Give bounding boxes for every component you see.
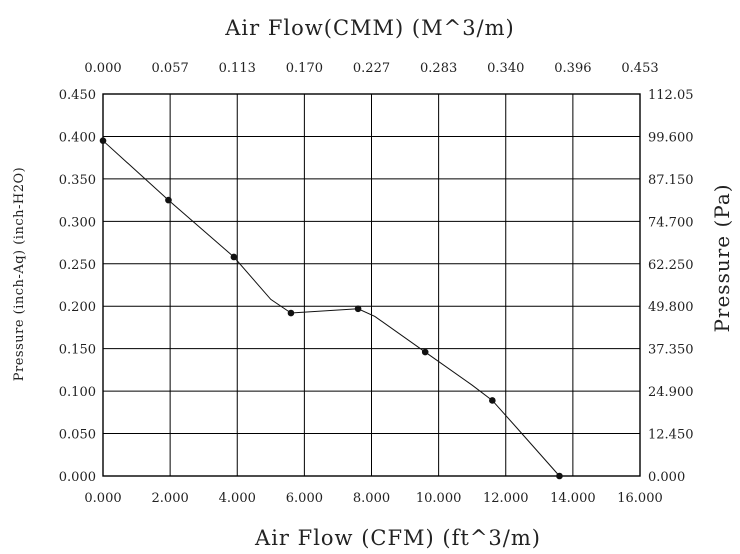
- x-tick-label: 0.000: [84, 491, 121, 506]
- data-point: [99, 137, 107, 144]
- y-tick-label: 0.000: [59, 470, 96, 485]
- y-right-tick-label: 37.350: [648, 343, 694, 358]
- y-right-tick-label: 74.700: [648, 215, 694, 230]
- x-tick-label: 6.000: [286, 491, 323, 506]
- y-right-tick-label: 112.05: [648, 88, 694, 103]
- x-top-tick-label: 0.340: [487, 61, 524, 76]
- x-top-tick-label: 0.453: [621, 61, 658, 76]
- data-point: [287, 309, 295, 317]
- chart-title: Air Flow(CMM) (M^3/m): [224, 16, 514, 40]
- x-tick-label: 16.000: [617, 491, 663, 506]
- x-tick-label: 12.000: [483, 491, 529, 506]
- y-right-tick-label: 24.900: [648, 385, 694, 400]
- y-axis-label-right: Pressure (Pa): [710, 183, 734, 332]
- y-right-tick-label: 87.150: [648, 173, 694, 188]
- data-point: [489, 397, 496, 404]
- y-tick-label: 0.150: [59, 343, 96, 358]
- x-top-tick-label: 0.396: [554, 61, 591, 76]
- data-point: [230, 253, 238, 261]
- x-axis-label: Air Flow (CFM) (ft^3/m): [254, 526, 541, 550]
- y-right-tick-label: 62.250: [648, 258, 694, 273]
- y-right-tick-label: 0.000: [648, 470, 685, 485]
- y-tick-label: 0.350: [59, 173, 96, 188]
- data-point: [421, 348, 429, 356]
- y-tick-label: 0.300: [59, 215, 96, 230]
- x-tick-label: 14.000: [550, 491, 596, 506]
- x-top-tick-label: 0.283: [420, 61, 457, 76]
- y-right-tick-label: 49.800: [648, 300, 694, 315]
- x-tick-label: 10.000: [416, 491, 462, 506]
- x-top-tick-label: 0.227: [353, 61, 390, 76]
- x-top-tick-label: 0.000: [84, 61, 121, 76]
- x-tick-label: 8.000: [353, 491, 390, 506]
- y-tick-label: 0.050: [59, 428, 96, 443]
- plot-frame: [102, 93, 641, 477]
- x-top-tick-label: 0.113: [219, 61, 256, 76]
- data-point: [354, 305, 362, 313]
- grid: [102, 93, 641, 477]
- y-tick-label: 0.400: [59, 130, 96, 145]
- y-right-tick-label: 99.600: [648, 130, 694, 145]
- x-top-tick-label: 0.057: [152, 61, 189, 76]
- series-line: [102, 140, 560, 477]
- y-tick-label: 0.200: [59, 300, 96, 315]
- data-point: [556, 472, 563, 480]
- y-axis-label-left: Pressure (inch-Aq) (inch-H2O): [12, 167, 27, 381]
- y-tick-label: 0.450: [59, 88, 96, 103]
- y-tick-label: 0.250: [59, 258, 96, 273]
- x-tick-label: 4.000: [219, 491, 256, 506]
- y-right-tick-label: 12.450: [648, 428, 694, 443]
- tick-labels: 0.000 2.000 4.000 6.000 8.000 10.000 12.000 14.…: [59, 61, 694, 506]
- x-tick-label: 2.000: [152, 491, 189, 506]
- y-tick-label: 0.100: [59, 385, 96, 400]
- x-top-tick-label: 0.170: [286, 61, 323, 76]
- data-series: [99, 137, 563, 480]
- data-point: [165, 196, 172, 204]
